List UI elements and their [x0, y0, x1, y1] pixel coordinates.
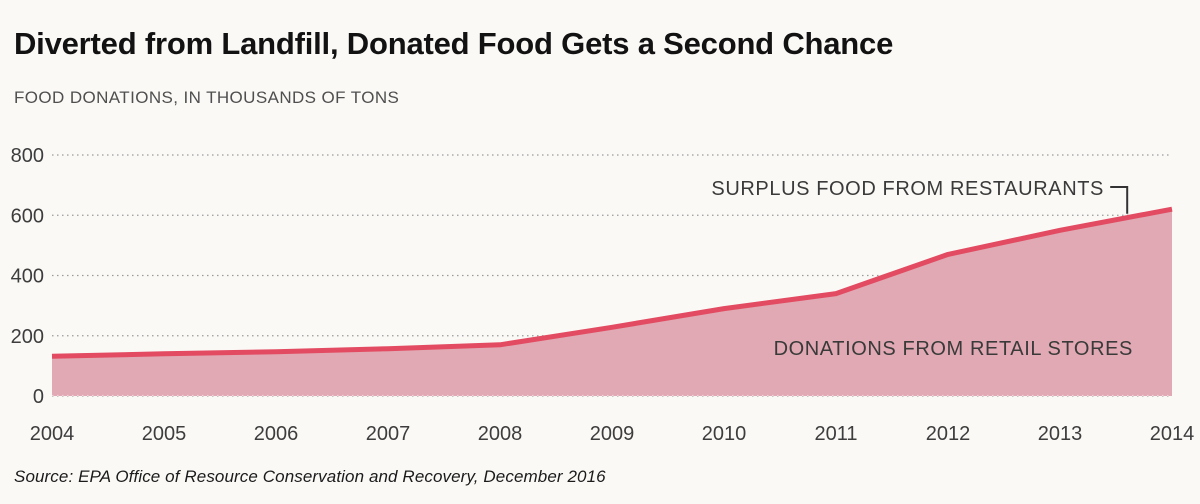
- x-axis-tick-2004: 2004: [30, 423, 75, 445]
- x-axis-tick-2012: 2012: [926, 423, 971, 445]
- x-axis-tick-2010: 2010: [702, 423, 747, 445]
- annotation-surplus-food-from-restaurants: SURPLUS FOOD FROM RESTAURANTS: [711, 178, 1104, 200]
- x-axis-tick-2013: 2013: [1038, 423, 1083, 445]
- x-axis-tick-2006: 2006: [254, 423, 299, 445]
- x-axis-tick-2007: 2007: [366, 423, 411, 445]
- x-axis-tick-2011: 2011: [814, 423, 857, 445]
- chart-subtitle: FOOD DONATIONS, IN THOUSANDS OF TONS: [14, 88, 400, 107]
- x-axis-tick-2009: 2009: [590, 423, 635, 445]
- x-axis-tick-2014: 2014: [1150, 423, 1195, 445]
- annotation-donations-from-retail-stores: DONATIONS FROM RETAIL STORES: [773, 338, 1133, 360]
- source-note: Source: EPA Office of Resource Conservat…: [14, 467, 606, 486]
- x-axis-tick-2008: 2008: [478, 423, 523, 445]
- chart-title: Diverted from Landfill, Donated Food Get…: [14, 26, 894, 61]
- annotation-pointer-line: [1110, 186, 1129, 214]
- restaurant-surplus-line: [51, 206, 1173, 359]
- y-axis-tick-400: 400: [11, 266, 44, 288]
- y-axis-tick-800: 800: [11, 145, 44, 167]
- y-axis-tick-200: 200: [11, 326, 44, 348]
- y-axis-tick-0: 0: [33, 386, 44, 408]
- y-axis-tick-600: 600: [11, 205, 44, 227]
- retail-donations-area: [52, 209, 1172, 396]
- x-axis-tick-2005: 2005: [142, 423, 187, 445]
